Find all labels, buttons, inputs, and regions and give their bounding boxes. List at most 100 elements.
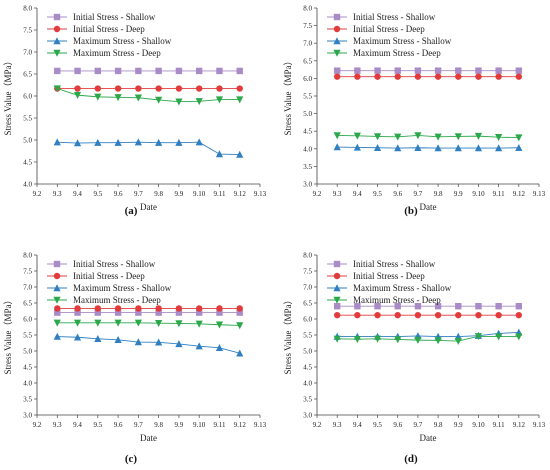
chart-panel: 4.0 4.5 5.0 5.5 6.0 6.5 7.0 7.5 8.0 9.2 9.3 9.4 9.5 9… (3, 5, 267, 218)
data-point (215, 321, 224, 329)
data-point (73, 139, 82, 147)
x-tick-label: 9.7 (134, 190, 143, 198)
y-tick-label: 4.0 (303, 380, 312, 388)
data-point (495, 67, 502, 74)
x-tick-label: 9.7 (414, 190, 423, 198)
data-point (495, 311, 502, 319)
y-tick-label: 6.0 (23, 316, 32, 324)
y-tick-label: 6.0 (23, 93, 32, 101)
data-point (455, 311, 462, 319)
data-point (495, 144, 503, 152)
x-tick-label: 9.2 (313, 421, 322, 429)
data-point (373, 143, 382, 151)
data-point (515, 67, 523, 74)
legend-entry: Maximum Stress - Shallow (73, 283, 172, 293)
legend-entry: Initial Stress - Deep (353, 24, 425, 34)
x-tick-label: 9.11 (213, 190, 225, 198)
data-point (155, 85, 162, 92)
x-tick-label: 9.11 (213, 421, 225, 429)
data-point (374, 303, 381, 310)
data-point (114, 336, 122, 343)
x-tick-label: 9.6 (114, 421, 123, 429)
data-point (94, 138, 102, 146)
legend-marker (333, 272, 341, 280)
y-tick-label: 7.0 (303, 284, 312, 292)
legend-marker (333, 25, 341, 33)
data-point (215, 150, 224, 158)
data-point (155, 305, 162, 312)
data-point (135, 85, 142, 92)
y-tick-label: 5.0 (23, 348, 32, 356)
data-point (74, 85, 81, 92)
data-point (155, 96, 163, 104)
data-point (155, 338, 163, 346)
data-point (394, 303, 401, 310)
x-tick-label: 9.2 (313, 190, 322, 198)
data-point (53, 138, 61, 146)
data-point (175, 98, 183, 106)
x-tick-label: 9.7 (414, 421, 423, 429)
data-point (434, 133, 442, 141)
data-point (333, 335, 341, 343)
legend-entry: Maximum Stress - Shallow (353, 36, 452, 46)
y-tick-label: 6.0 (303, 316, 312, 324)
legend-marker (333, 260, 341, 268)
data-point (434, 311, 442, 319)
data-point (373, 133, 382, 141)
y-tick-label: 5.0 (303, 348, 312, 356)
panel-label: (a) (125, 205, 138, 217)
y-tick-label: 3.5 (303, 163, 312, 171)
legend-entry: Maximum Stress - Deep (353, 48, 441, 58)
data-point (135, 67, 142, 75)
data-point (94, 319, 102, 327)
x-tick-label: 9.11 (493, 190, 505, 198)
data-point (195, 67, 203, 75)
y-tick-label: 4.5 (23, 159, 32, 167)
data-point (475, 67, 482, 74)
data-point (236, 309, 243, 316)
data-point (215, 344, 224, 351)
data-point (236, 96, 244, 104)
legend-marker (53, 296, 61, 304)
series-line (57, 141, 240, 155)
y-tick-label: 5.0 (23, 137, 32, 145)
x-tick-label: 9.9 (454, 190, 463, 198)
y-tick-label: 5.5 (23, 115, 32, 123)
data-point (134, 138, 142, 146)
y-tick-label: 8.0 (303, 5, 312, 13)
data-point (114, 67, 122, 75)
data-point (454, 133, 462, 141)
legend-marker (333, 13, 341, 21)
x-tick-label: 9.4 (73, 190, 82, 198)
y-tick-label: 4.5 (303, 364, 312, 372)
x-tick-label: 9.10 (193, 421, 206, 429)
x-tick-label: 9.10 (472, 190, 485, 198)
x-tick-label: 9.8 (434, 421, 443, 429)
data-point (434, 337, 442, 345)
legend-marker (333, 49, 341, 57)
x-axis-title: Date (140, 202, 157, 212)
series-line (337, 146, 519, 149)
data-point (175, 138, 183, 146)
x-tick-label: 9.6 (114, 190, 123, 198)
data-point (475, 73, 482, 80)
series-line (337, 335, 519, 342)
data-point (434, 144, 442, 152)
y-tick-label: 5.5 (23, 332, 32, 340)
data-point (175, 67, 183, 75)
data-point (474, 132, 483, 140)
data-point (134, 94, 142, 102)
panel-label: (c) (125, 453, 138, 465)
chart-panel: 3.0 3.5 4.0 4.5 5.0 5.5 6.0 6.5 7.0 7.5 8.0 9.2 9.3 9… (3, 252, 267, 466)
y-tick-label: 4.5 (303, 128, 312, 136)
data-point (394, 336, 402, 344)
data-point (94, 93, 102, 101)
legend-marker (53, 272, 61, 280)
data-point (175, 340, 183, 348)
data-point (333, 67, 341, 74)
y-tick-label: 5.0 (303, 110, 312, 118)
data-point (216, 85, 223, 92)
data-point (374, 73, 381, 80)
x-tick-label: 9.2 (33, 190, 42, 198)
y-tick-label: 3.0 (303, 181, 312, 189)
